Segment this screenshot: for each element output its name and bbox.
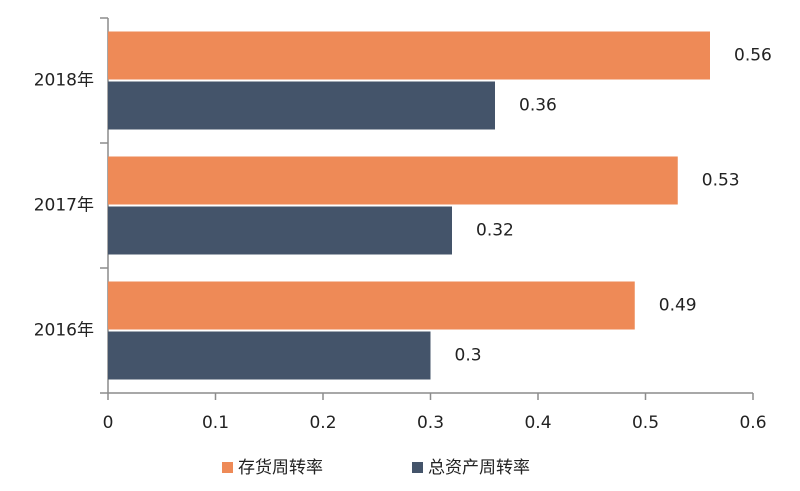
x-tick-label: 0.6 <box>739 413 766 433</box>
x-tick-label: 0.3 <box>417 413 444 433</box>
value-label: 0.53 <box>702 171 740 191</box>
bar <box>108 156 678 205</box>
value-label: 0.32 <box>476 221 514 241</box>
bar <box>108 281 635 330</box>
value-label: 0.49 <box>659 296 697 316</box>
legend-label: 存货周转率 <box>238 458 323 478</box>
x-tick-label: 0.4 <box>524 413 551 433</box>
legend-label: 总资产周转率 <box>428 458 530 478</box>
bar <box>108 81 495 130</box>
x-tick-label: 0.5 <box>632 413 659 433</box>
x-tick-label: 0.1 <box>202 413 229 433</box>
legend-swatch <box>222 462 233 473</box>
value-label: 0.56 <box>734 46 772 66</box>
value-label: 0.3 <box>455 346 482 366</box>
y-tick-label: 2016年 <box>34 321 94 341</box>
bar <box>108 31 710 80</box>
bar <box>108 331 431 380</box>
legend-swatch <box>412 462 423 473</box>
value-label: 0.36 <box>519 96 557 116</box>
x-tick-label: 0.2 <box>309 413 336 433</box>
bar <box>108 206 452 255</box>
x-tick-label: 0 <box>103 413 114 433</box>
y-tick-label: 2018年 <box>34 71 94 91</box>
y-tick-label: 2017年 <box>34 196 94 216</box>
